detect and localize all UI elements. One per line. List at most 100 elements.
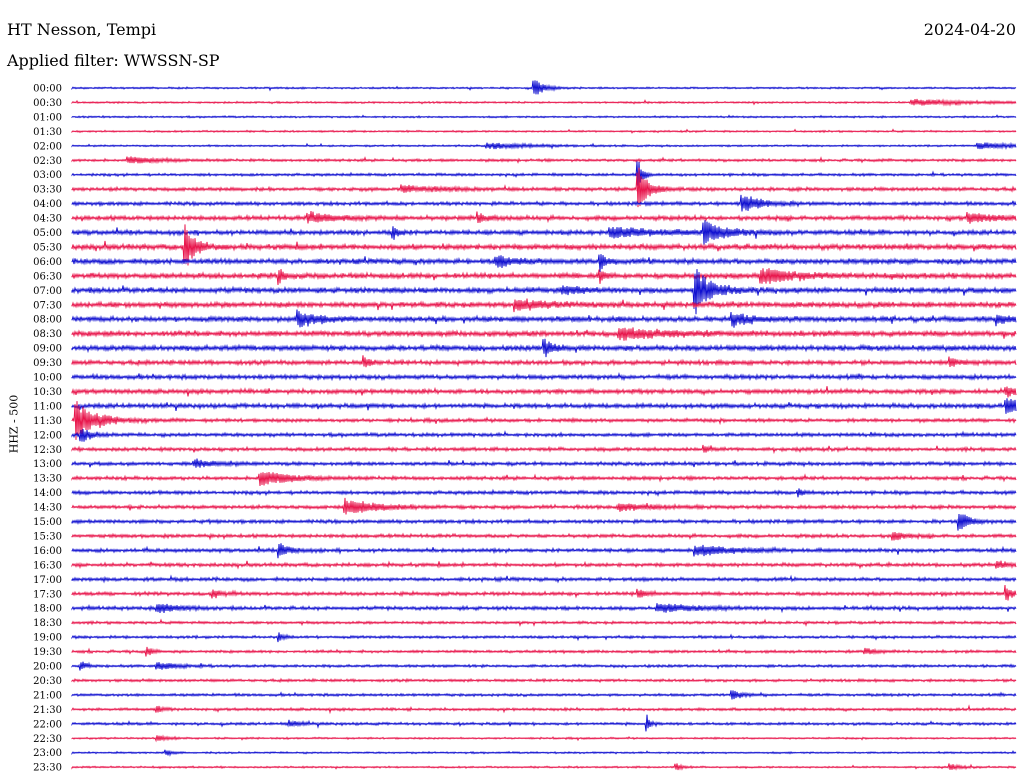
row-time-label: 20:00: [33, 662, 62, 673]
row-time-label: 13:30: [33, 474, 62, 485]
row-time-label: 21:00: [33, 690, 62, 701]
row-time-label: 08:30: [33, 329, 62, 340]
trace-line: [71, 444, 1017, 455]
trace-line: [71, 398, 1017, 414]
row-time-label: 05:00: [33, 228, 62, 239]
row-time-label: 09:30: [33, 358, 62, 369]
trace-line: [71, 141, 1017, 151]
row-time-label: 13:00: [33, 459, 62, 470]
trace-line: [71, 220, 1017, 245]
trace-line: [71, 574, 1017, 584]
row-time-label: 22:30: [33, 734, 62, 745]
row-time-label: 11:30: [33, 416, 62, 427]
row-time-label: 15:30: [33, 531, 62, 542]
trace-line: [71, 194, 1017, 212]
row-time-label: 12:00: [33, 430, 62, 441]
row-time-label: 06:30: [33, 271, 62, 282]
row-time-label: 21:30: [33, 705, 62, 716]
trace-line: [71, 749, 1017, 757]
trace-line: [71, 428, 1017, 442]
row-time-label: 03:30: [33, 185, 62, 196]
trace-line: [71, 618, 1017, 628]
trace-line: [71, 224, 1017, 266]
trace-line: [71, 98, 1017, 107]
row-time-label: 07:00: [33, 286, 62, 297]
trace-line: [71, 327, 1017, 341]
filter-label: Applied filter: WWSSN-SP: [7, 51, 220, 70]
trace-line: [71, 497, 1017, 515]
row-time-label: 05:30: [33, 242, 62, 253]
trace-line: [71, 677, 1017, 684]
trace-line: [71, 584, 1017, 601]
row-time-label: 14:00: [33, 488, 62, 499]
row-time-label: 02:30: [33, 156, 62, 167]
trace-line: [71, 372, 1017, 382]
row-time-label: 16:00: [33, 546, 62, 557]
trace-line: [71, 714, 1017, 732]
trace-line: [71, 161, 1017, 186]
row-time-label: 16:30: [33, 560, 62, 571]
row-time-label: 01:00: [33, 112, 62, 123]
trace-line: [71, 704, 1017, 715]
row-time-label: 18:00: [33, 604, 62, 615]
trace-line: [71, 646, 1017, 657]
row-time-label: 02:00: [33, 141, 62, 152]
row-time-label: 23:00: [33, 748, 62, 759]
trace-line: [71, 211, 1017, 224]
trace-line: [71, 114, 1017, 119]
trace-line: [71, 386, 1017, 398]
trace-line: [71, 532, 1017, 541]
row-time-label: 01:30: [33, 127, 62, 138]
trace-line: [71, 763, 1017, 771]
row-time-label: 07:30: [33, 300, 62, 311]
trace-line: [71, 401, 1017, 440]
row-time-label: 10:00: [33, 373, 62, 384]
row-time-label: 10:30: [33, 387, 62, 398]
row-time-label: 15:00: [33, 517, 62, 528]
row-time-label: 19:00: [33, 633, 62, 644]
trace-line: [71, 355, 1017, 368]
row-time-label: 04:00: [33, 199, 62, 210]
trace-line: [71, 80, 1017, 95]
row-time-label: 22:00: [33, 719, 62, 730]
row-time-label: 03:00: [33, 170, 62, 181]
trace-line: [71, 543, 1017, 559]
row-time-label: 17:00: [33, 575, 62, 586]
trace-line: [71, 458, 1017, 468]
row-time-label: 11:00: [33, 401, 62, 412]
trace-line: [71, 269, 1017, 315]
trace-line: [71, 632, 1017, 643]
trace-line: [71, 156, 1017, 165]
trace-line: [71, 513, 1017, 531]
trace-line: [71, 254, 1017, 272]
row-time-label: 18:30: [33, 618, 62, 629]
row-time-label: 20:30: [33, 676, 62, 687]
trace-line: [71, 603, 1017, 614]
trace-line: [71, 167, 1017, 208]
trace-line: [71, 338, 1017, 358]
row-time-label: 08:00: [33, 315, 62, 326]
trace-line: [71, 128, 1017, 134]
row-time-label: 17:30: [33, 589, 62, 600]
row-time-label: 19:30: [33, 647, 62, 658]
trace-line: [71, 268, 1017, 286]
trace-line: [71, 472, 1017, 486]
row-time-label: 04:30: [33, 214, 62, 225]
trace-line: [71, 488, 1017, 498]
row-time-label: 23:30: [33, 763, 62, 774]
trace-line: [71, 690, 1017, 700]
date-label: 2024-04-20: [923, 20, 1016, 39]
row-time-label: 06:00: [33, 257, 62, 268]
row-time-label: 00:30: [33, 98, 62, 109]
trace-line: [71, 298, 1017, 313]
row-time-label: 09:00: [33, 344, 62, 355]
trace-line: [71, 734, 1017, 743]
trace-line: [71, 661, 1017, 671]
row-time-label: 14:30: [33, 503, 62, 514]
trace-line: [71, 309, 1017, 328]
row-time-label: 12:30: [33, 445, 62, 456]
row-time-label: 00:00: [33, 84, 62, 95]
trace-line: [71, 560, 1017, 570]
station-title: HT Nesson, Tempi: [7, 20, 157, 39]
